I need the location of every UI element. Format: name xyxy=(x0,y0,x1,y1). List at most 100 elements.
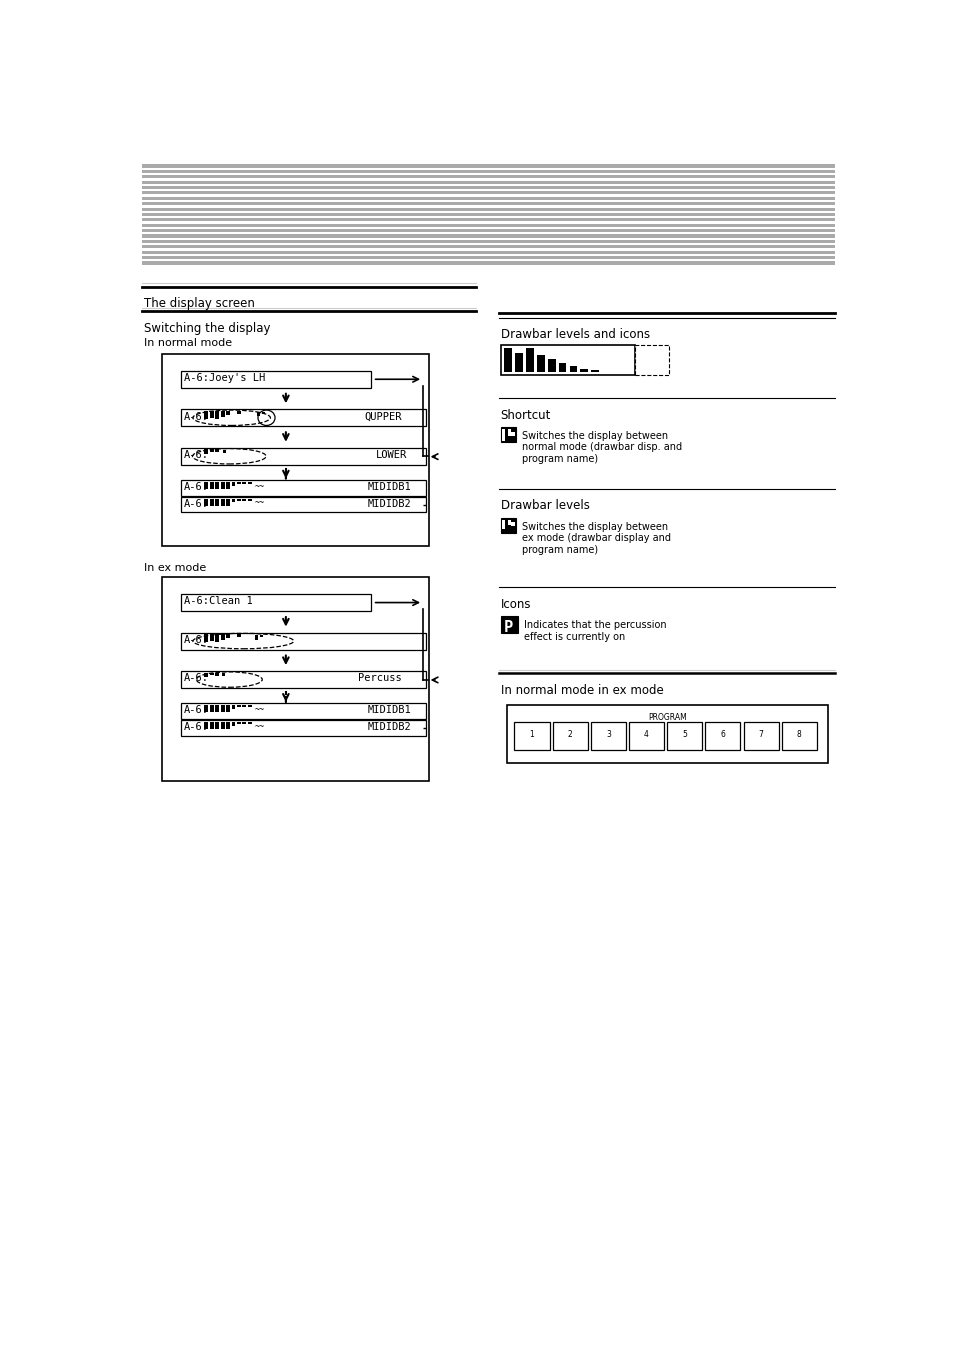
Bar xyxy=(210,499,213,505)
Bar xyxy=(215,450,219,453)
Bar xyxy=(242,482,246,484)
Text: ~~: ~~ xyxy=(254,482,265,490)
Bar xyxy=(226,634,230,638)
Bar xyxy=(254,635,257,639)
Bar xyxy=(142,230,835,232)
Bar xyxy=(142,213,835,216)
Bar xyxy=(204,673,208,677)
Bar xyxy=(142,203,835,205)
Bar xyxy=(142,197,835,200)
Bar xyxy=(181,704,426,719)
Text: In normal mode: In normal mode xyxy=(144,339,232,349)
Text: MIDIDB2: MIDIDB2 xyxy=(368,721,412,732)
Bar xyxy=(210,411,213,417)
Bar xyxy=(210,673,213,676)
Bar xyxy=(220,721,224,728)
Bar xyxy=(142,186,835,189)
Bar xyxy=(704,721,740,750)
Bar xyxy=(500,517,516,534)
Bar xyxy=(181,480,426,496)
Bar xyxy=(181,720,426,736)
Bar xyxy=(142,246,835,249)
Bar xyxy=(215,411,219,419)
Bar xyxy=(162,354,429,546)
Text: Switches the display between
normal mode (drawbar disp. and
program name): Switches the display between normal mode… xyxy=(521,431,681,463)
Bar xyxy=(204,721,208,728)
Bar xyxy=(223,450,226,453)
Bar xyxy=(500,427,516,442)
Text: P: P xyxy=(503,620,513,635)
Bar xyxy=(142,257,835,259)
Bar xyxy=(242,705,246,708)
Bar xyxy=(215,705,219,712)
Bar xyxy=(547,359,555,373)
Text: LOWER: LOWER xyxy=(375,450,407,461)
Bar xyxy=(511,523,514,527)
Bar xyxy=(242,721,246,724)
Bar xyxy=(215,482,219,489)
Bar xyxy=(142,251,835,254)
Bar xyxy=(181,594,371,611)
Bar xyxy=(525,347,534,373)
Bar xyxy=(162,577,429,781)
Text: A-6:: A-6: xyxy=(183,635,209,644)
Bar xyxy=(142,181,835,184)
Bar xyxy=(236,411,241,413)
Bar xyxy=(232,499,235,503)
Bar xyxy=(226,411,230,415)
Bar xyxy=(142,240,835,243)
Bar xyxy=(210,450,213,451)
Bar xyxy=(226,705,230,712)
Text: Percuss: Percuss xyxy=(357,673,401,684)
Bar xyxy=(242,499,246,501)
Bar xyxy=(236,482,241,484)
Bar xyxy=(181,409,426,426)
Text: In normal mode in ex mode: In normal mode in ex mode xyxy=(500,684,662,697)
Bar xyxy=(236,705,241,708)
Bar xyxy=(142,219,835,222)
Bar xyxy=(210,721,213,728)
Text: Switching the display: Switching the display xyxy=(144,322,271,335)
Bar xyxy=(220,411,224,417)
Bar xyxy=(142,192,835,195)
Bar xyxy=(181,447,426,465)
Text: A-6:: A-6: xyxy=(183,705,209,715)
Bar xyxy=(142,176,835,178)
Bar xyxy=(210,705,213,712)
Bar xyxy=(504,347,512,373)
Bar xyxy=(591,370,598,373)
Text: Icons: Icons xyxy=(500,598,531,611)
Bar xyxy=(204,411,208,419)
Bar xyxy=(142,235,835,238)
Bar xyxy=(215,673,219,676)
Bar xyxy=(222,673,225,677)
Bar xyxy=(236,721,241,724)
Text: 2: 2 xyxy=(567,730,572,739)
Bar xyxy=(511,431,514,436)
Bar xyxy=(248,705,252,708)
Bar xyxy=(181,671,426,688)
Bar xyxy=(232,482,235,485)
Bar xyxy=(232,705,235,709)
Text: A-6:: A-6: xyxy=(183,673,209,684)
Text: 3: 3 xyxy=(605,730,610,739)
Bar xyxy=(220,705,224,712)
Bar xyxy=(537,355,544,373)
Bar xyxy=(204,705,208,712)
Bar xyxy=(579,369,587,373)
Bar xyxy=(204,499,208,505)
Text: MIDIDB1: MIDIDB1 xyxy=(368,482,412,492)
Bar xyxy=(261,412,265,413)
Text: A-6:Joey's LH: A-6:Joey's LH xyxy=(184,373,265,384)
Text: Shortcut: Shortcut xyxy=(500,408,550,422)
Bar xyxy=(142,165,835,168)
Bar xyxy=(142,224,835,227)
Bar xyxy=(666,721,701,750)
Text: A-6:: A-6: xyxy=(183,721,209,732)
Bar xyxy=(142,170,835,173)
Bar xyxy=(248,482,252,484)
Bar xyxy=(506,705,827,763)
Text: ~~: ~~ xyxy=(254,721,265,731)
Text: A-6:: A-6: xyxy=(183,499,209,508)
Bar xyxy=(515,353,522,373)
